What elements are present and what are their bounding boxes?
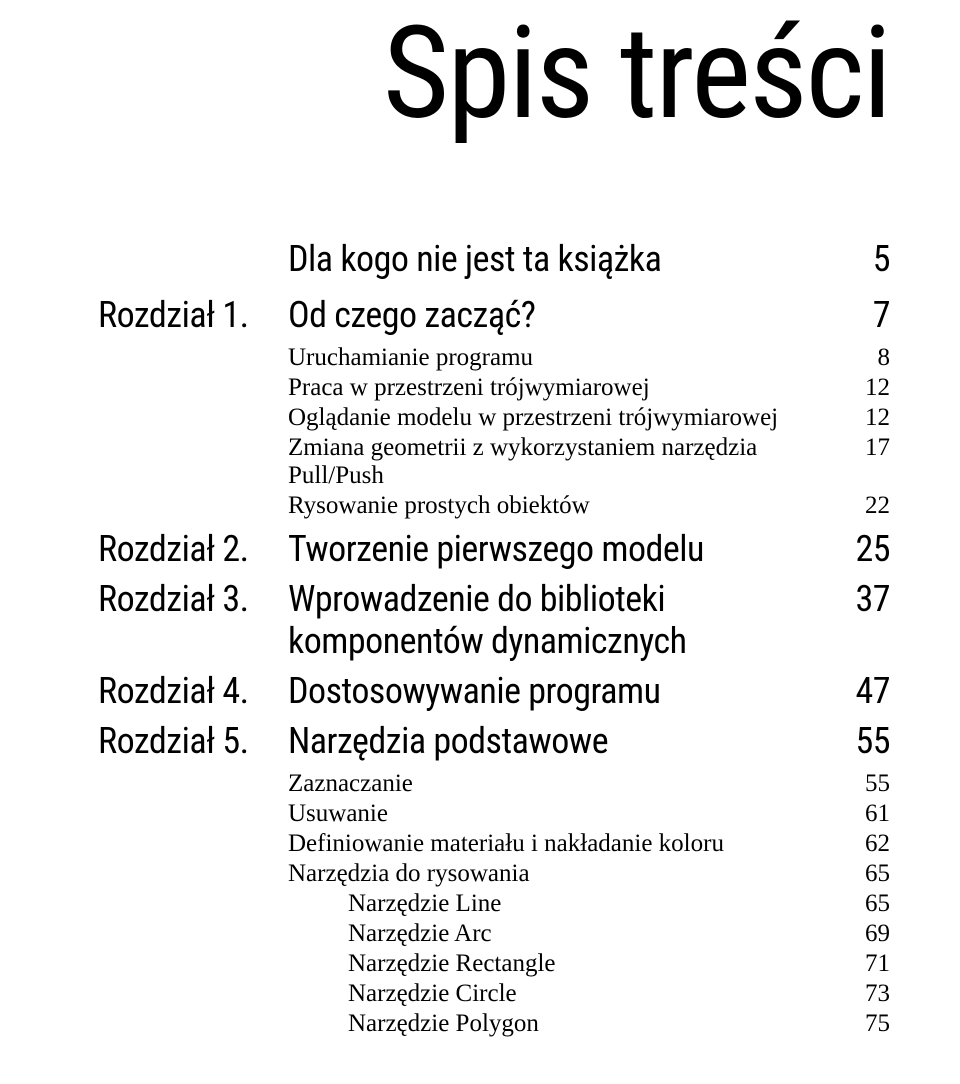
toc-list: Dla kogo nie jest ta książka 5 Rozdział …	[98, 238, 890, 1038]
toc-intro-title: Dla kogo nie jest ta książka	[98, 238, 661, 280]
toc-sub-title: Zaznaczanie	[98, 770, 413, 798]
toc-chapter-label: Rozdział 2.	[98, 528, 288, 570]
toc-page-number: 75	[840, 1010, 890, 1038]
toc-sub-title: Narzędzia do rysowania	[98, 860, 530, 888]
toc-chapter-row: Rozdział 4. Dostosowywanie programu 47	[98, 670, 890, 712]
toc-subsub-title: Narzędzie Arc	[98, 920, 492, 948]
toc-row-left: Rozdział 3. Wprowadzenie do biblioteki k…	[98, 578, 840, 662]
toc-sub-row: Usuwanie 61	[98, 800, 890, 828]
toc-sub-row: Narzędzia do rysowania 65	[98, 860, 890, 888]
toc-chapter-label: Rozdział 3.	[98, 578, 288, 620]
toc-subsub-row: Narzędzie Circle 73	[98, 980, 890, 1008]
toc-subsub-title: Narzędzie Line	[98, 890, 501, 918]
toc-page-number: 55	[840, 770, 890, 798]
toc-subsub-title: Narzędzie Rectangle	[98, 950, 556, 978]
toc-page-number: 7	[840, 294, 890, 336]
toc-row-left: Rozdział 4. Dostosowywanie programu	[98, 670, 840, 712]
toc-subsub-row: Narzędzie Arc 69	[98, 920, 890, 948]
toc-row-left: Dla kogo nie jest ta książka	[98, 238, 840, 280]
toc-chapter-title: Wprowadzenie do biblioteki komponentów d…	[288, 578, 840, 662]
toc-page-number: 22	[840, 492, 890, 520]
toc-page-number: 55	[840, 720, 890, 762]
toc-chapter-label: Rozdział 1.	[98, 294, 288, 336]
toc-chapter-row: Rozdział 2. Tworzenie pierwszego modelu …	[98, 528, 890, 570]
toc-page-number: 25	[840, 528, 890, 570]
toc-chapter-label: Rozdział 4.	[98, 670, 288, 712]
toc-page-number: 62	[840, 830, 890, 858]
toc-subsub-title: Narzędzie Circle	[98, 980, 517, 1008]
toc-sub-title: Usuwanie	[98, 800, 388, 828]
toc-subsub-row: Narzędzie Rectangle 71	[98, 950, 890, 978]
toc-page-number: 12	[840, 404, 890, 432]
toc-sub-row: Oglądanie modelu w przestrzeni trójwymia…	[98, 404, 890, 432]
toc-intro-row: Dla kogo nie jest ta książka 5	[98, 238, 890, 280]
toc-page-number: 47	[840, 670, 890, 712]
toc-page-number: 73	[840, 980, 890, 1008]
toc-sub-row: Praca w przestrzeni trójwymiarowej 12	[98, 374, 890, 402]
toc-sub-title: Definiowanie materiału i nakładanie kolo…	[98, 830, 724, 858]
toc-chapter-row: Rozdział 1. Od czego zacząć? 7	[98, 294, 890, 336]
toc-row-left: Rozdział 1. Od czego zacząć?	[98, 294, 840, 336]
toc-page-number: 65	[840, 860, 890, 888]
toc-page-number: 65	[840, 890, 890, 918]
toc-chapter-row: Rozdział 3. Wprowadzenie do biblioteki k…	[98, 578, 890, 662]
toc-page-number: 17	[840, 434, 890, 462]
toc-page-number: 8	[840, 344, 890, 372]
toc-subsub-row: Narzędzie Line 65	[98, 890, 890, 918]
toc-sub-row: Zmiana geometrii z wykorzystaniem narzęd…	[98, 434, 890, 490]
toc-page-number: 61	[840, 800, 890, 828]
toc-sub-title: Uruchamianie programu	[98, 344, 533, 372]
toc-sub-title: Zmiana geometrii z wykorzystaniem narzęd…	[98, 434, 840, 490]
toc-sub-row: Zaznaczanie 55	[98, 770, 890, 798]
toc-row-left: Rozdział 2. Tworzenie pierwszego modelu	[98, 528, 840, 570]
toc-chapter-label: Rozdział 5.	[98, 720, 288, 762]
toc-sub-row: Definiowanie materiału i nakładanie kolo…	[98, 830, 890, 858]
toc-page-number: 12	[840, 374, 890, 402]
toc-sub-row: Rysowanie prostych obiektów 22	[98, 492, 890, 520]
toc-page-number: 69	[840, 920, 890, 948]
toc-chapter-row: Rozdział 5. Narzędzia podstawowe 55	[98, 720, 890, 762]
toc-row-left: Rozdział 5. Narzędzia podstawowe	[98, 720, 840, 762]
toc-page-number: 5	[840, 238, 890, 280]
toc-chapter-title: Dostosowywanie programu	[288, 670, 660, 712]
toc-subsub-title: Narzędzie Polygon	[98, 1010, 539, 1038]
toc-chapter-title: Narzędzia podstawowe	[288, 720, 608, 762]
page-title: Spis treści	[98, 10, 890, 138]
toc-sub-title: Praca w przestrzeni trójwymiarowej	[98, 374, 650, 402]
toc-chapter-title: Od czego zacząć?	[288, 294, 535, 336]
toc-sub-title: Oglądanie modelu w przestrzeni trójwymia…	[98, 404, 778, 432]
toc-subsub-row: Narzędzie Polygon 75	[98, 1010, 890, 1038]
toc-page-number: 71	[840, 950, 890, 978]
toc-sub-title: Rysowanie prostych obiektów	[98, 492, 590, 520]
toc-chapter-title: Tworzenie pierwszego modelu	[288, 528, 704, 570]
toc-page: Spis treści Dla kogo nie jest ta książka…	[0, 0, 960, 1084]
toc-page-number: 37	[840, 578, 890, 620]
toc-sub-row: Uruchamianie programu 8	[98, 344, 890, 372]
